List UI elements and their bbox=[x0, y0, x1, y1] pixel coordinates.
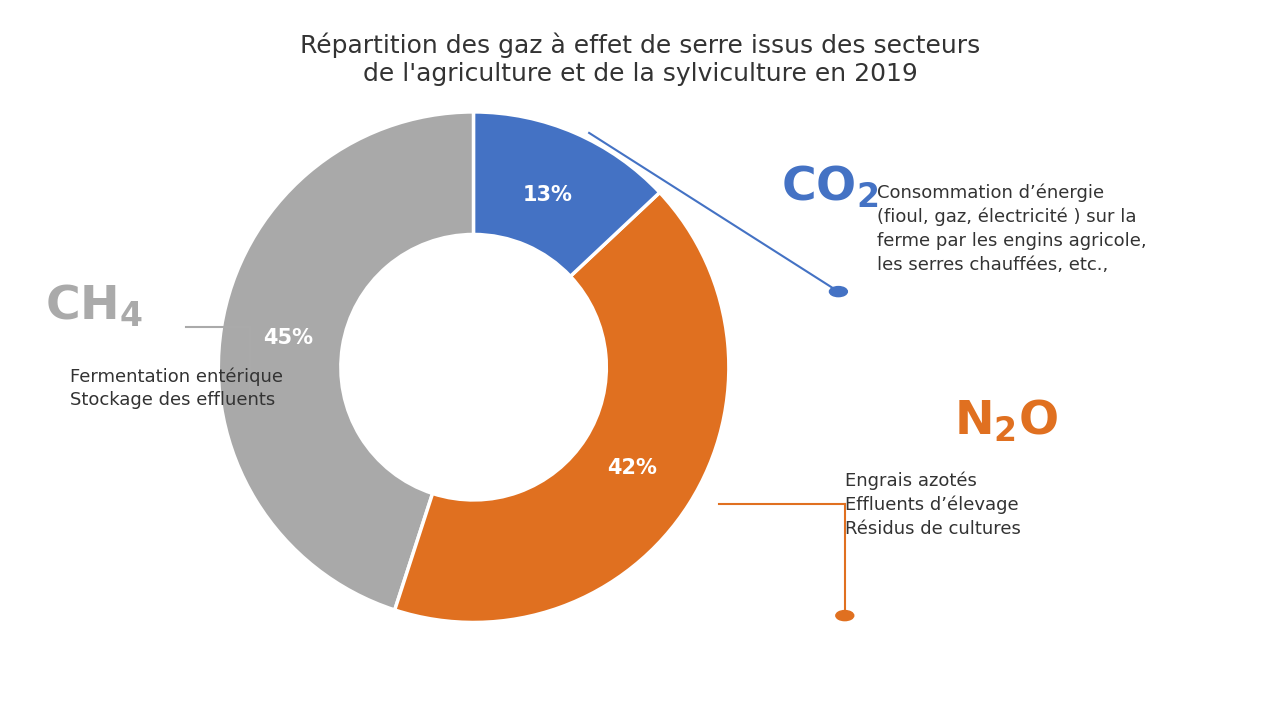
Text: Consommation d’énergie
(fioul, gaz, électricité ) sur la
ferme par les engins ag: Consommation d’énergie (fioul, gaz, élec… bbox=[877, 184, 1147, 274]
Text: $\mathbf{N_2O}$: $\mathbf{N_2O}$ bbox=[954, 398, 1057, 444]
Text: Engrais azotés
Effluents d’élevage
Résidus de cultures: Engrais azotés Effluents d’élevage Résid… bbox=[845, 472, 1020, 538]
Text: $\mathbf{CO_2}$: $\mathbf{CO_2}$ bbox=[781, 164, 878, 210]
Text: 45%: 45% bbox=[264, 328, 314, 348]
Text: 42%: 42% bbox=[607, 458, 657, 478]
Text: $\mathbf{CH_4}$: $\mathbf{CH_4}$ bbox=[45, 283, 143, 329]
Text: 13%: 13% bbox=[524, 185, 573, 205]
Text: Fermentation entérique
Stockage des effluents: Fermentation entérique Stockage des effl… bbox=[70, 367, 283, 409]
Wedge shape bbox=[219, 112, 474, 610]
Wedge shape bbox=[394, 192, 728, 623]
Text: Répartition des gaz à effet de serre issus des secteurs
de l'agriculture et de l: Répartition des gaz à effet de serre iss… bbox=[300, 32, 980, 86]
Wedge shape bbox=[474, 112, 659, 276]
